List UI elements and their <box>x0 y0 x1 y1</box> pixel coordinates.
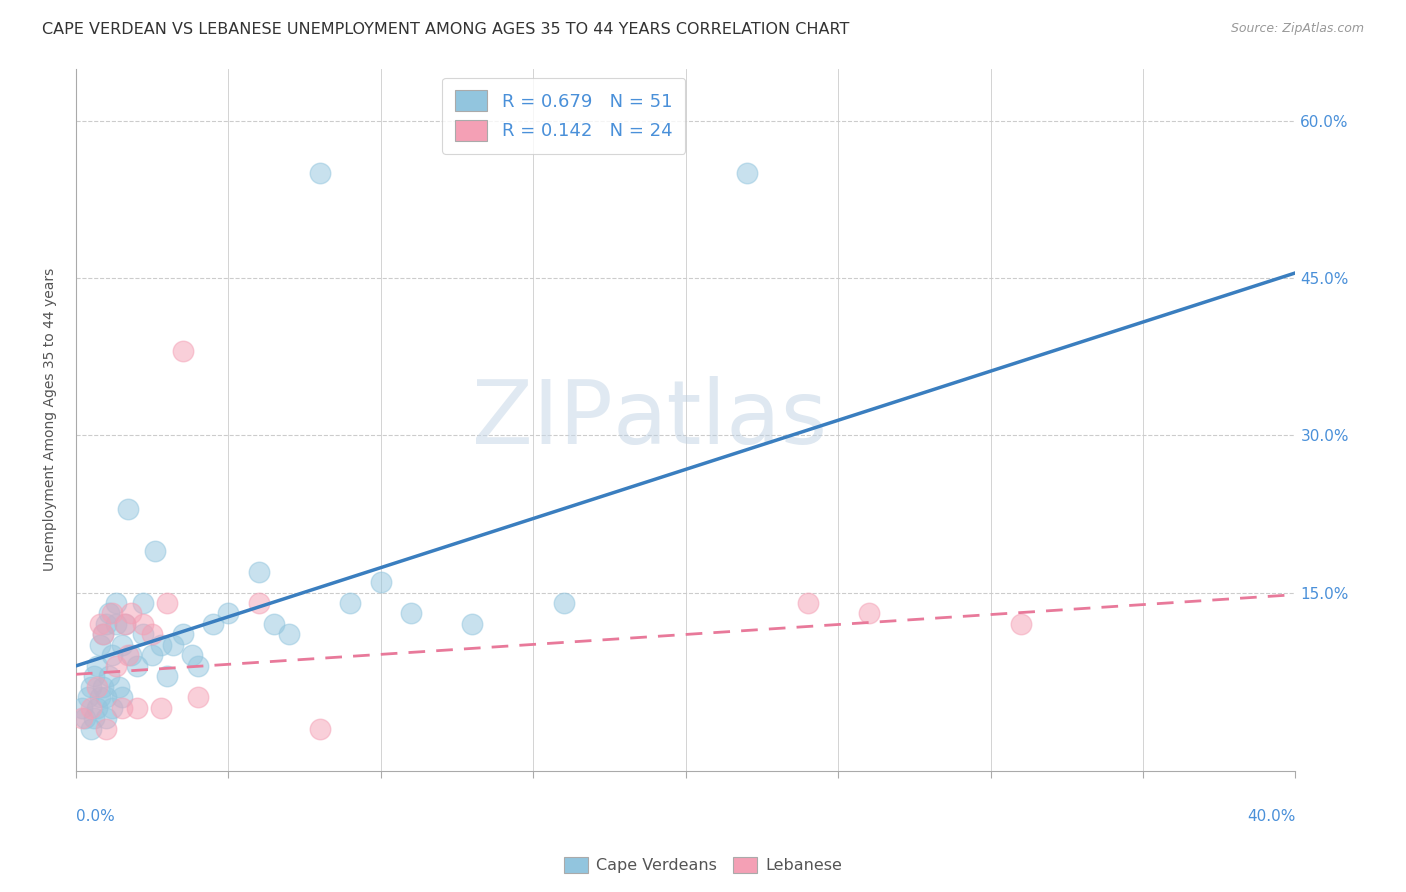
Point <box>89 638 111 652</box>
Point <box>461 617 484 632</box>
Point <box>125 701 148 715</box>
Point <box>80 722 103 736</box>
Point <box>180 648 202 663</box>
Point <box>114 617 136 632</box>
Point <box>96 722 118 736</box>
Point <box>110 701 132 715</box>
Text: Source: ZipAtlas.com: Source: ZipAtlas.com <box>1230 22 1364 36</box>
Point <box>114 617 136 632</box>
Legend: Cape Verdeans, Lebanese: Cape Verdeans, Lebanese <box>558 850 848 880</box>
Point <box>107 680 129 694</box>
Point <box>217 607 239 621</box>
Point <box>91 627 114 641</box>
Point <box>101 607 124 621</box>
Point <box>89 690 111 705</box>
Point <box>125 659 148 673</box>
Point <box>735 166 758 180</box>
Point <box>187 690 209 705</box>
Point <box>104 596 127 610</box>
Point <box>202 617 225 632</box>
Point <box>104 617 127 632</box>
Text: 40.0%: 40.0% <box>1247 809 1295 824</box>
Point <box>796 596 818 610</box>
Point <box>80 680 103 694</box>
Point <box>96 690 118 705</box>
Point <box>83 669 105 683</box>
Point <box>110 638 132 652</box>
Point <box>1010 617 1032 632</box>
Point <box>117 648 139 663</box>
Point <box>101 701 124 715</box>
Point <box>83 711 105 725</box>
Point <box>77 690 100 705</box>
Point <box>278 627 301 641</box>
Point <box>370 575 392 590</box>
Point <box>187 659 209 673</box>
Point <box>70 701 93 715</box>
Point <box>141 648 163 663</box>
Point <box>308 722 330 736</box>
Point <box>172 344 194 359</box>
Point <box>247 565 270 579</box>
Text: CAPE VERDEAN VS LEBANESE UNEMPLOYMENT AMONG AGES 35 TO 44 YEARS CORRELATION CHAR: CAPE VERDEAN VS LEBANESE UNEMPLOYMENT AM… <box>42 22 849 37</box>
Point <box>150 701 173 715</box>
Point <box>858 607 880 621</box>
Point <box>339 596 361 610</box>
Point <box>143 543 166 558</box>
Text: 0.0%: 0.0% <box>76 809 115 824</box>
Point <box>98 607 121 621</box>
Point <box>110 690 132 705</box>
Point <box>70 711 93 725</box>
Point <box>132 596 155 610</box>
Point <box>156 669 179 683</box>
Point <box>132 627 155 641</box>
Point <box>263 617 285 632</box>
Point <box>80 701 103 715</box>
Point <box>86 701 108 715</box>
Point <box>91 680 114 694</box>
Point <box>308 166 330 180</box>
Point <box>120 648 142 663</box>
Legend: R = 0.679   N = 51, R = 0.142   N = 24: R = 0.679 N = 51, R = 0.142 N = 24 <box>443 78 685 153</box>
Point <box>553 596 575 610</box>
Point <box>162 638 184 652</box>
Text: atlas: atlas <box>613 376 828 463</box>
Y-axis label: Unemployment Among Ages 35 to 44 years: Unemployment Among Ages 35 to 44 years <box>44 268 58 571</box>
Point <box>86 680 108 694</box>
Point <box>98 669 121 683</box>
Point <box>132 617 155 632</box>
Point <box>150 638 173 652</box>
Point <box>247 596 270 610</box>
Point <box>141 627 163 641</box>
Point <box>117 501 139 516</box>
Point <box>96 617 118 632</box>
Point <box>101 648 124 663</box>
Point <box>86 659 108 673</box>
Point <box>89 617 111 632</box>
Point <box>172 627 194 641</box>
Point <box>401 607 423 621</box>
Point <box>156 596 179 610</box>
Point <box>73 711 96 725</box>
Point <box>91 627 114 641</box>
Point <box>120 607 142 621</box>
Point <box>96 711 118 725</box>
Text: ZIP: ZIP <box>472 376 613 463</box>
Point <box>104 659 127 673</box>
